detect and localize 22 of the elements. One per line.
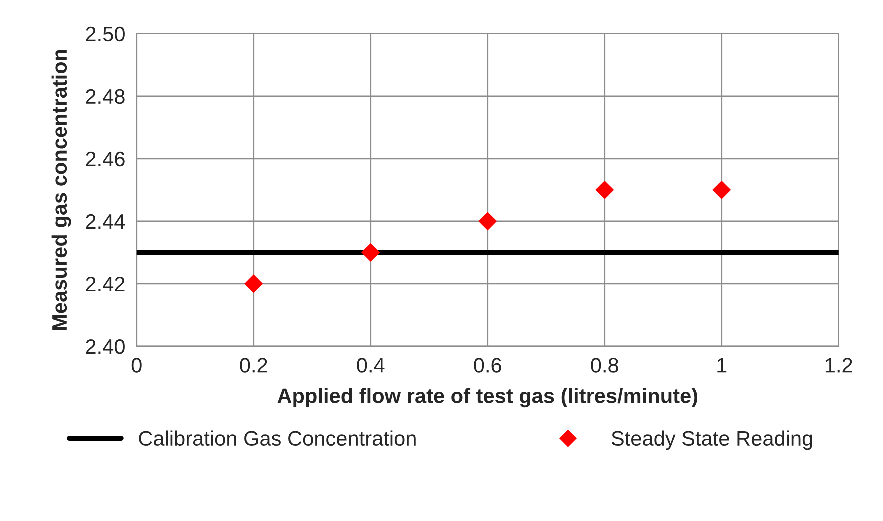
point (244, 274, 264, 294)
legend-label: Calibration Gas Concentration (139, 430, 416, 446)
point (712, 180, 732, 200)
y-tick-label: 2.42 (86, 276, 125, 292)
y-tick-label: 2.40 (86, 339, 125, 354)
point (362, 243, 380, 262)
x-axis-title: Applied flow rate of test gas (litres/minute) (278, 388, 698, 408)
x-tick-label: 1 (718, 358, 727, 373)
point (478, 212, 498, 231)
x-tick-label: 0 (132, 358, 142, 373)
x-tick-label: 0.4 (357, 358, 385, 373)
x-tick-label: 0.2 (240, 358, 268, 373)
y-tick-label: 2.48 (86, 89, 125, 104)
y-axis-title: Measured gas concentration (52, 50, 72, 330)
x-tick-label: 1.2 (826, 358, 852, 373)
point (596, 180, 614, 200)
y-tick-label: 2.44 (86, 214, 126, 229)
x-tick-label: 0.8 (591, 358, 618, 373)
legend-label: Steady State Reading (612, 430, 812, 450)
y-tick-label: 2.46 (86, 152, 125, 167)
x-tick-label: 0.6 (474, 358, 502, 373)
y-tick-label: 2.50 (86, 26, 125, 42)
